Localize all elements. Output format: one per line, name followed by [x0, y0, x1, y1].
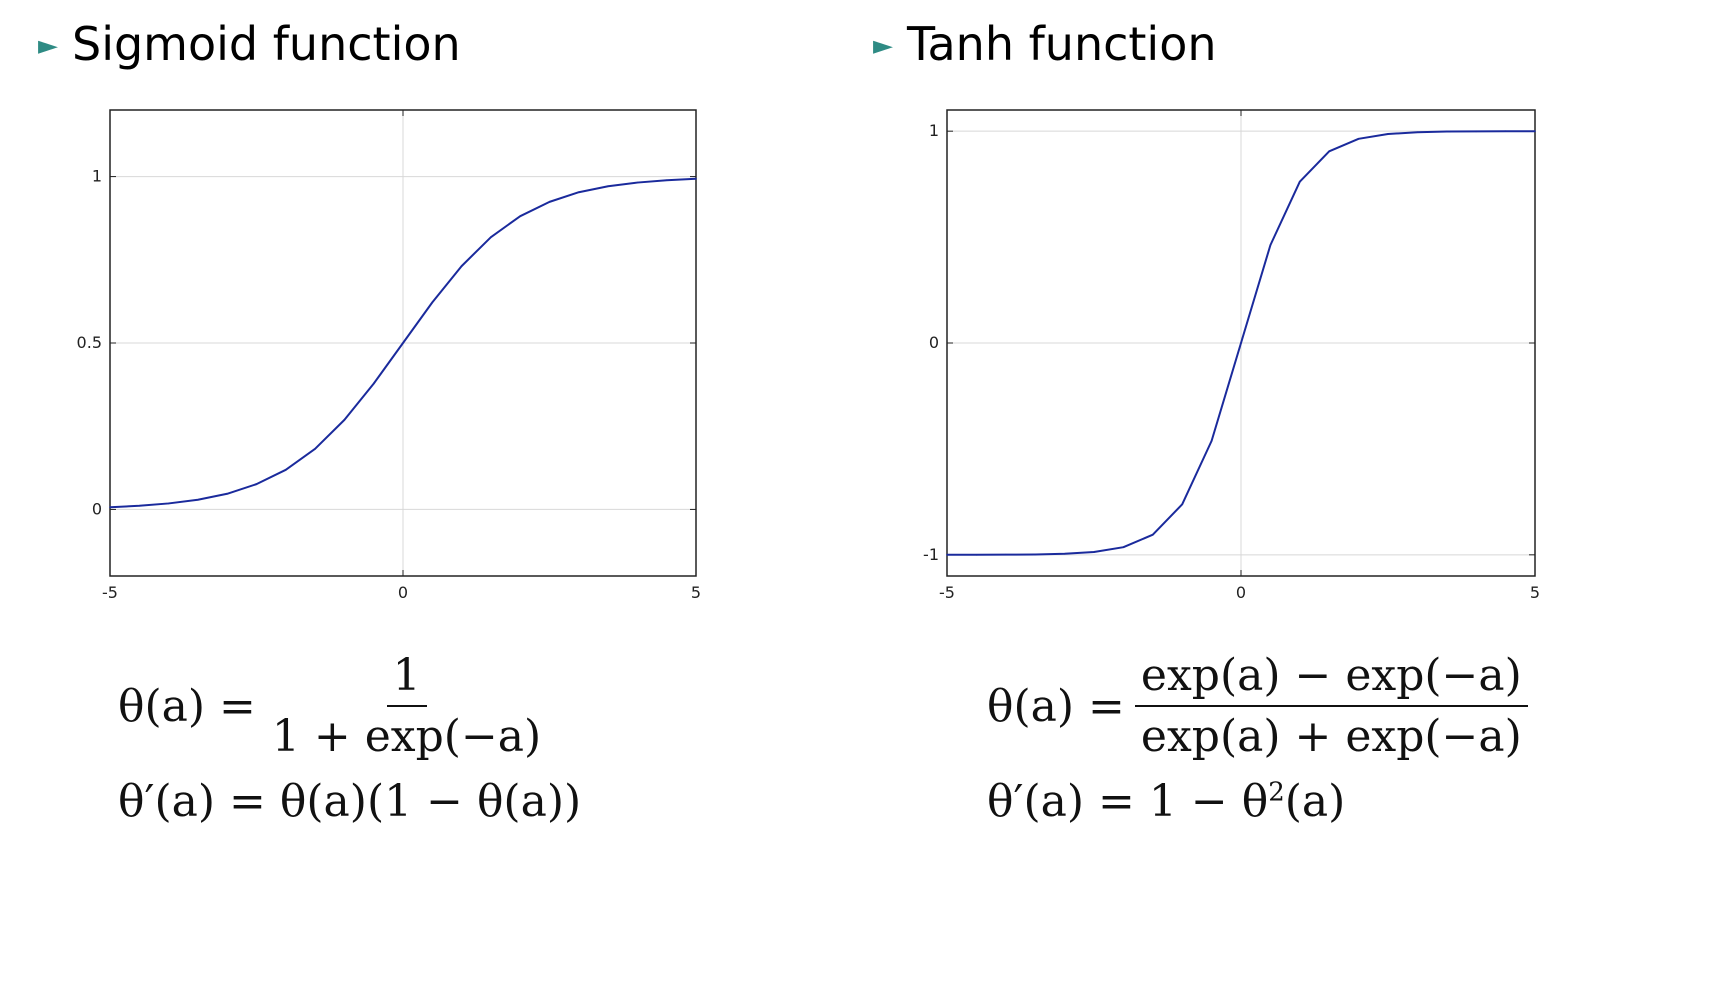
data-point — [167, 502, 170, 505]
triangle-bullet-icon: ► — [873, 31, 893, 61]
x-tick-label: 0 — [398, 583, 408, 602]
x-tick-label: 0 — [1236, 583, 1246, 602]
tanh-derivative-arg: (a) — [1284, 776, 1346, 827]
tanh-panel: ► Tanh function -5 0 5 -1 0 1 θ(a) = exp(a) −… — [857, 0, 1714, 1000]
data-point — [314, 448, 316, 450]
data-point — [1534, 130, 1536, 133]
data-point — [285, 469, 287, 471]
tanh-numerator: exp(a) − exp(−a) — [1134, 650, 1528, 707]
sigmoid-derivative: θ′(a) = θ(a)(1 − θ(a)) — [118, 776, 582, 827]
y-tick-label: 0 — [92, 499, 102, 518]
tanh-derivative: θ′(a) = 1 − θ2(a) — [987, 776, 1345, 827]
data-point — [109, 506, 111, 508]
data-point — [1181, 503, 1183, 506]
tanh-derivative-main: θ′(a) = 1 − θ — [987, 776, 1269, 827]
sigmoid-heading-text: Sigmoid function — [72, 17, 461, 71]
data-point — [226, 492, 228, 495]
data-point — [1034, 553, 1036, 556]
data-point — [1152, 533, 1154, 536]
y-tick-label: 0 — [929, 333, 939, 352]
data-point — [1475, 130, 1477, 133]
y-tick-label: -1 — [923, 545, 939, 564]
tanh-denominator: exp(a) + exp(−a) — [1140, 711, 1522, 762]
data-point — [1299, 180, 1301, 183]
data-point — [460, 265, 463, 267]
tanh-fraction: exp(a) − exp(−a) exp(a) + exp(−a) — [1134, 650, 1528, 762]
data-point — [607, 185, 609, 188]
tanh-derivative-exponent: 2 — [1268, 777, 1285, 808]
sigmoid-denominator: 1 + exp(−a) — [271, 711, 542, 762]
sigmoid-numerator: 1 — [386, 650, 427, 707]
triangle-bullet-icon: ► — [38, 31, 58, 61]
data-point — [1005, 553, 1007, 556]
y-tick-label: 1 — [92, 167, 102, 186]
data-point — [1416, 131, 1419, 134]
tanh-heading: ► Tanh function — [873, 14, 1217, 74]
sigmoid-fraction: 1 1 + exp(−a) — [266, 650, 547, 762]
x-tick-label: -5 — [102, 583, 118, 602]
x-tick-label: 5 — [1530, 583, 1540, 602]
data-point — [1210, 440, 1213, 442]
tanh-heading-text: Tanh function — [907, 17, 1217, 71]
data-point — [1269, 244, 1272, 246]
data-point — [636, 181, 639, 184]
sigmoid-chart: -5 0 5 0 0.5 1 — [77, 109, 701, 602]
data-point — [402, 342, 404, 344]
data-point — [695, 178, 697, 180]
y-tick-label: 0.5 — [77, 333, 102, 352]
sigmoid-heading: ► Sigmoid function — [38, 14, 461, 74]
data-point — [665, 179, 668, 182]
x-tick-label: 5 — [691, 583, 701, 602]
data-point — [1446, 130, 1448, 133]
tanh-formula-lhs: θ(a) = — [987, 680, 1125, 732]
sigmoid-formula: θ(a) = 1 1 + exp(−a) θ′(a) = θ(a)(1 − θ(… — [118, 650, 581, 827]
data-point — [431, 301, 434, 304]
data-point — [1357, 138, 1360, 140]
tanh-formula: θ(a) = exp(a) − exp(−a) exp(a) + exp(−a)… — [987, 650, 1528, 827]
data-point — [1122, 546, 1125, 548]
sigmoid-formula-lhs: θ(a) = — [118, 680, 256, 732]
data-point — [255, 483, 258, 485]
x-tick-label: -5 — [939, 583, 955, 602]
data-point — [519, 215, 521, 217]
data-point — [1093, 551, 1095, 553]
data-point — [138, 504, 141, 507]
data-point — [490, 236, 492, 238]
data-point — [1504, 130, 1507, 133]
data-point — [975, 553, 978, 556]
data-point — [372, 382, 375, 385]
sigmoid-panel: ► Sigmoid function -5 0 5 0 0.5 1 θ(a) = 1 1 … — [38, 14, 701, 827]
data-point — [1387, 133, 1389, 135]
y-tick-label: 1 — [929, 121, 939, 140]
tanh-chart: -5 0 5 -1 0 1 — [923, 109, 1540, 602]
data-point — [1328, 150, 1330, 153]
data-point — [946, 553, 948, 556]
data-point — [1063, 552, 1066, 555]
data-point — [578, 191, 580, 194]
data-point — [343, 419, 346, 421]
data-point — [548, 201, 551, 203]
data-point — [1240, 342, 1242, 344]
data-point — [197, 498, 199, 501]
